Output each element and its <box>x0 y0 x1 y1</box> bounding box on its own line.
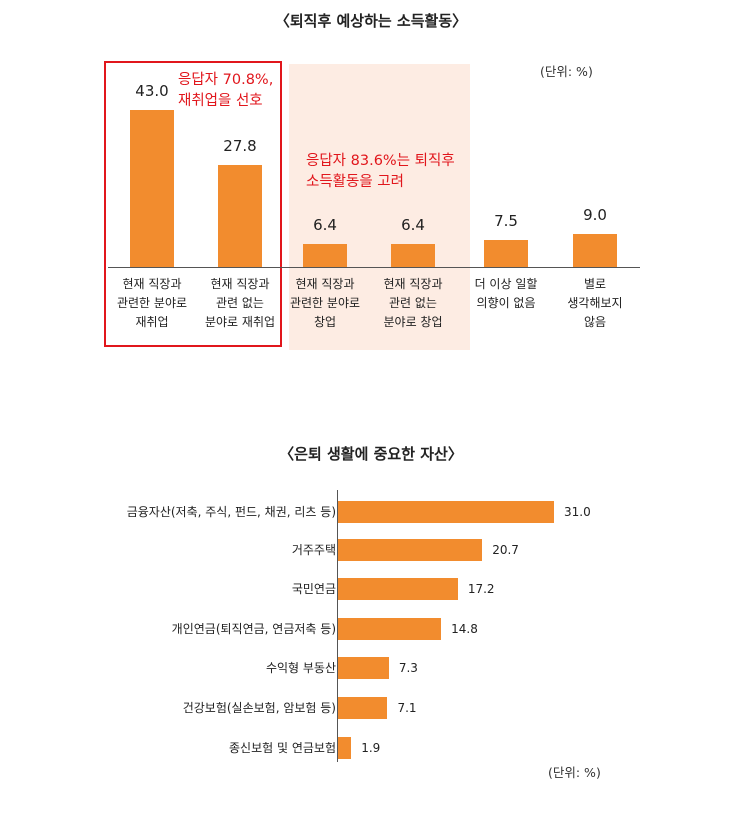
chart1-startup-highlight <box>289 64 470 350</box>
chart2-value-label-2: 17.2 <box>467 582 495 596</box>
chart1-bar-0 <box>130 110 174 267</box>
chart2-bar-6 <box>338 737 352 759</box>
chart1-unit-label: (단위: %) <box>540 64 593 79</box>
chart2-value-label-4: 7.3 <box>398 661 418 675</box>
chart1-value-label-0: 43.0 <box>135 82 169 100</box>
chart1-bar-1 <box>218 165 262 267</box>
chart1-value-label-1: 27.8 <box>223 137 257 156</box>
chart1-x-axis <box>108 267 640 268</box>
chart2-bar-4 <box>338 657 389 679</box>
chart2-title: 〈은퇴 생활에 중요한 자산〉 <box>279 445 463 463</box>
chart2-category-label-3: 개인연금(퇴직연금, 연금저축 등) <box>171 622 336 636</box>
chart1-bar-2 <box>303 243 347 267</box>
chart2-bar-5 <box>338 697 388 719</box>
chart2-bar-0 <box>338 501 554 523</box>
chart1-category-label-4: 더 이상 일할 의향이 없음 <box>474 277 538 310</box>
chart2-value-label-1: 20.7 <box>492 543 519 557</box>
chart2-category-label-2: 국민연금 <box>291 582 336 596</box>
chart1-category-label-5: 별로 생각해보지 않음 <box>567 277 623 329</box>
chart1-category-label-2: 현재 직장과 관련한 분야로 창업 <box>289 277 361 329</box>
chart1-category-label-0: 현재 직장과 관련한 분야로 재취업 <box>116 277 188 329</box>
chart2-category-label-5: 건강보험(실손보험, 암보험 등) <box>182 701 336 715</box>
chart2-category-label-0: 금융자산(저축, 주식, 펀드, 채권, 리츠 등) <box>126 505 336 519</box>
chart2-bar-2 <box>338 578 458 600</box>
chart1-value-label-2: 6.4 <box>313 215 337 234</box>
chart2-category-label-1: 거주주택 <box>291 543 336 557</box>
chart1-annotation-reemployment: 응답자 70.8%, 재취업을 선호 <box>178 72 274 109</box>
chart2-value-label-3: 14.8 <box>451 622 478 636</box>
chart2-unit-label: (단위: %) <box>548 765 601 780</box>
chart1-title: 〈퇴직후 예상하는 소득활동〉 <box>274 12 468 30</box>
chart1-value-label-4: 7.5 <box>494 211 518 230</box>
chart1-bar-5 <box>573 234 617 267</box>
chart2-y-axis <box>337 490 338 762</box>
chart2-category-label-6: 종신보험 및 연금보험 <box>229 741 336 755</box>
chart1-annotation-income-activity: 응답자 83.6%는 퇴직후 소득활동을 고려 <box>306 153 455 190</box>
chart1-category-label-1: 현재 직장과 관련 없는 분야로 재취업 <box>204 277 276 329</box>
chart2-bar-1 <box>338 539 483 561</box>
chart1-bar-3 <box>391 243 435 267</box>
chart2-value-label-6: 1.9 <box>361 741 381 755</box>
chart2-bar-3 <box>338 618 442 640</box>
chart2-category-label-4: 수익형 부동산 <box>265 661 336 675</box>
chart2-value-label-0: 31.0 <box>564 505 591 519</box>
chart1-value-label-3: 6.4 <box>401 215 425 234</box>
chart1-category-label-3: 현재 직장과 관련 없는 분야로 창업 <box>383 277 443 329</box>
chart1-bar-4 <box>484 239 528 267</box>
chart1-value-label-5: 9.0 <box>583 206 607 225</box>
chart1-reemployment-box <box>104 61 282 347</box>
chart2-value-label-5: 7.1 <box>397 701 417 715</box>
